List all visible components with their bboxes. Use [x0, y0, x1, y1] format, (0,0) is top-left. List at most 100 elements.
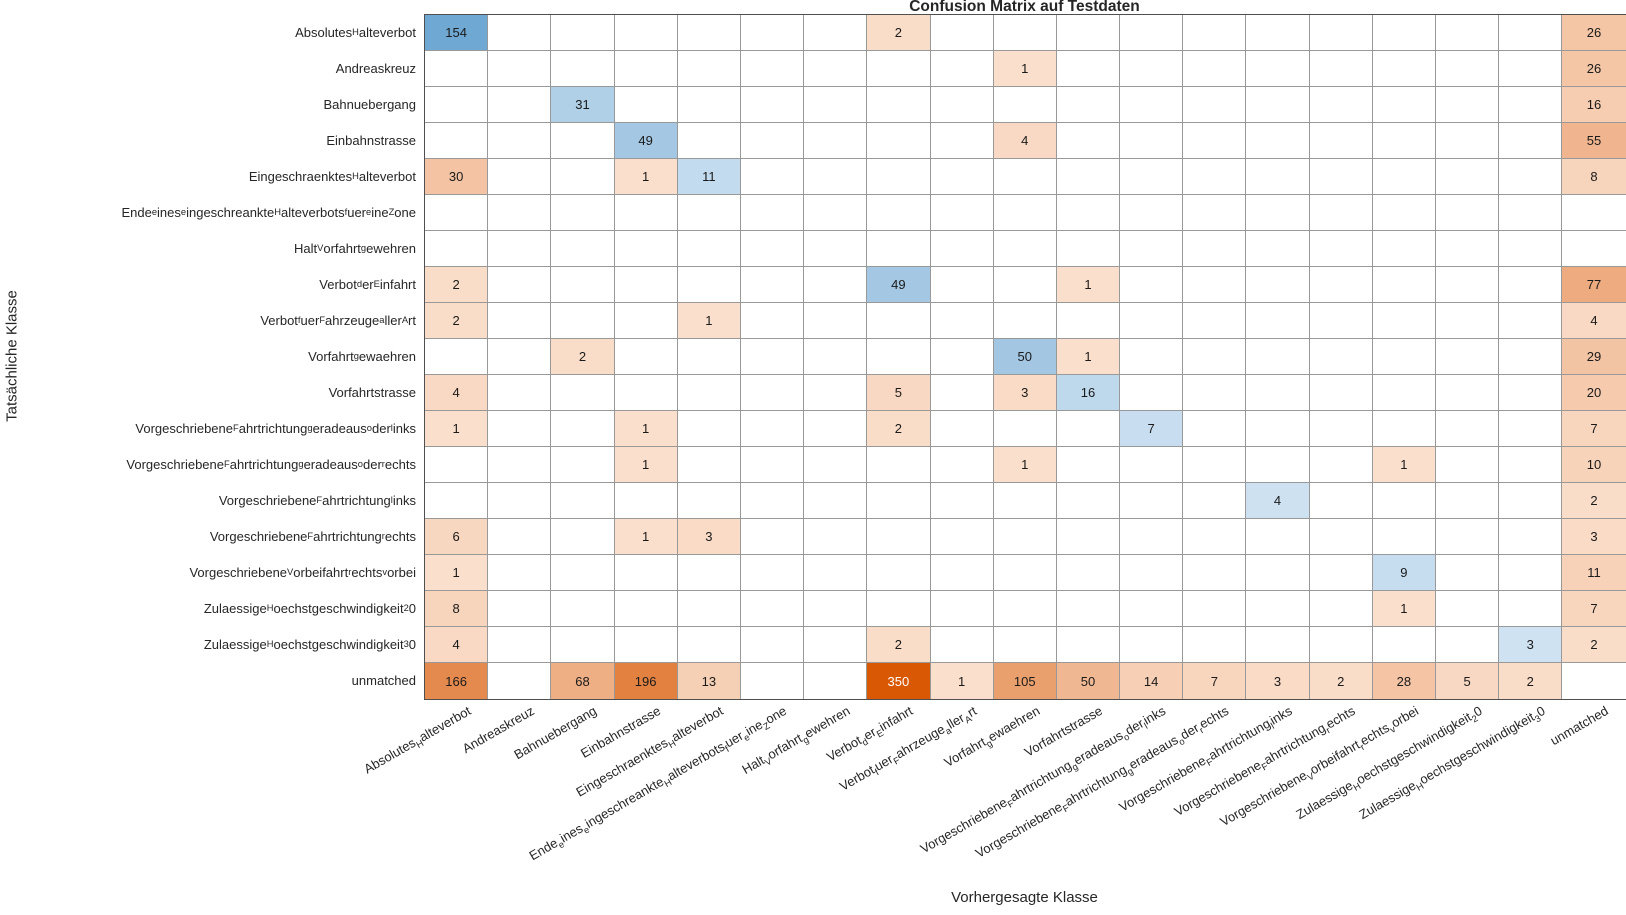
matrix-cell: 2	[1562, 627, 1626, 663]
matrix-cell	[1309, 627, 1373, 663]
matrix-cell	[930, 195, 994, 231]
matrix-cell	[488, 123, 552, 159]
y-tick-label: Vorfahrtstrasse	[328, 384, 416, 400]
matrix-cell	[993, 231, 1057, 267]
matrix-cell: 1	[614, 447, 678, 483]
matrix-cell: 2	[425, 303, 489, 339]
matrix-cell	[1246, 303, 1310, 339]
matrix-cell	[930, 591, 994, 627]
matrix-cell	[1436, 267, 1500, 303]
matrix-cell	[1436, 447, 1500, 483]
matrix-cell	[1120, 591, 1184, 627]
matrix-cell	[1246, 195, 1310, 231]
matrix-cell	[1056, 555, 1121, 591]
matrix-cell	[1183, 159, 1247, 195]
matrix-cell	[1499, 15, 1563, 51]
x-tick-label: AbsolutesHalteverbot	[360, 703, 474, 777]
matrix-cell	[1120, 375, 1184, 411]
matrix-cell	[1183, 51, 1247, 87]
matrix-cell	[677, 339, 741, 375]
matrix-cell: 1	[614, 519, 678, 555]
matrix-cell: 2	[867, 411, 931, 447]
matrix-cell	[1309, 375, 1373, 411]
matrix-cell	[804, 483, 868, 519]
matrix-cell	[1372, 519, 1436, 555]
matrix-cell	[930, 231, 994, 267]
matrix-cell	[1183, 339, 1247, 375]
matrix-cell	[804, 267, 868, 303]
matrix-cell	[1436, 375, 1500, 411]
matrix-cell	[488, 159, 552, 195]
matrix-cell: 3	[993, 375, 1057, 411]
matrix-cell: 28	[1372, 663, 1436, 699]
matrix-cell	[488, 195, 552, 231]
matrix-cell	[488, 51, 552, 87]
matrix-cell	[551, 447, 615, 483]
matrix-cell	[1183, 555, 1247, 591]
matrix-cell	[930, 555, 994, 591]
matrix-cell	[930, 15, 994, 51]
matrix-cell	[551, 231, 615, 267]
matrix-cell: 3	[677, 519, 741, 555]
y-tick-label: Bahnuebergang	[323, 96, 416, 112]
matrix-cell	[1499, 555, 1563, 591]
matrix-cell	[740, 339, 805, 375]
matrix-cell	[740, 159, 805, 195]
matrix-cell	[1436, 159, 1500, 195]
matrix-cell	[677, 447, 741, 483]
matrix-cell	[1183, 267, 1247, 303]
matrix-cell	[930, 627, 994, 663]
matrix-cell	[804, 555, 868, 591]
matrix-cell	[551, 15, 615, 51]
matrix-cell	[677, 591, 741, 627]
matrix-cell: 1	[614, 411, 678, 447]
matrix-cell: 16	[1562, 87, 1626, 123]
matrix-cell	[930, 339, 994, 375]
matrix-cell	[614, 339, 678, 375]
matrix-cell	[804, 87, 868, 123]
matrix-cell	[1499, 519, 1563, 555]
matrix-cell	[804, 303, 868, 339]
matrix-cell: 16	[1056, 375, 1121, 411]
matrix-cell	[1499, 195, 1563, 231]
matrix-cell	[993, 159, 1057, 195]
matrix-cell: 11	[1562, 555, 1626, 591]
matrix-cell	[677, 483, 741, 519]
matrix-cell	[614, 375, 678, 411]
matrix-cell: 1	[993, 51, 1057, 87]
matrix-cell	[488, 591, 552, 627]
matrix-cell: 1	[1372, 447, 1436, 483]
matrix-cell	[1056, 87, 1121, 123]
x-tick-label: HaltVorfahrtgewehren	[739, 703, 853, 777]
matrix-cell	[1436, 15, 1500, 51]
matrix-cell	[804, 231, 868, 267]
matrix-cell	[740, 519, 805, 555]
matrix-cell: 3	[1246, 663, 1310, 699]
y-tick-label: Einbahnstrasse	[326, 132, 416, 148]
matrix-cell	[740, 267, 805, 303]
matrix-cell: 5	[1436, 663, 1500, 699]
matrix-cell	[551, 483, 615, 519]
x-tick-label: unmatched	[1547, 703, 1611, 749]
matrix-cell: 14	[1120, 663, 1184, 699]
matrix-cell	[425, 87, 489, 123]
matrix-cell	[1499, 591, 1563, 627]
matrix-cell	[488, 483, 552, 519]
matrix-cell: 2	[551, 339, 615, 375]
matrix-cell	[677, 51, 741, 87]
matrix-cell	[930, 51, 994, 87]
y-tick-label: Vorfahrt g ewaehren	[308, 348, 416, 364]
matrix-cell	[804, 411, 868, 447]
matrix-cell	[740, 375, 805, 411]
matrix-cell	[488, 303, 552, 339]
matrix-cell	[1183, 375, 1247, 411]
matrix-cell: 8	[425, 591, 489, 627]
matrix-cell	[1499, 51, 1563, 87]
matrix-cell: 2	[425, 267, 489, 303]
matrix-cell	[804, 159, 868, 195]
matrix-cell: 105	[993, 663, 1057, 699]
